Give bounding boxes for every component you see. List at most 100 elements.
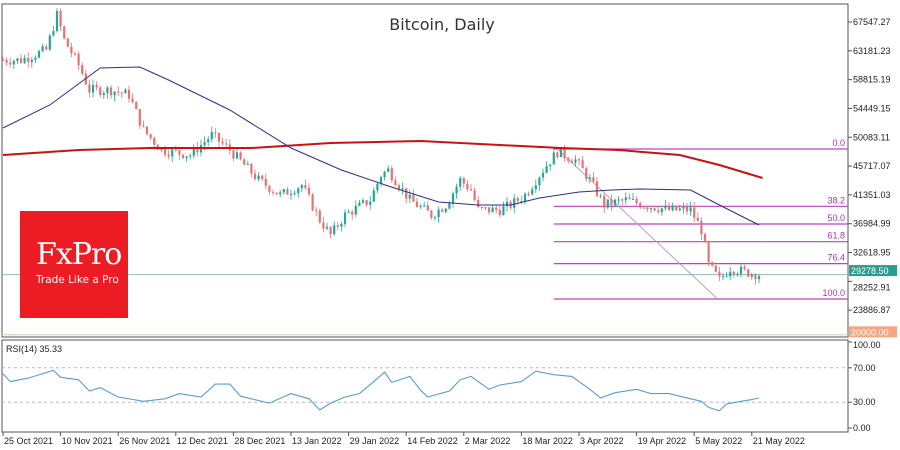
candle-body <box>257 175 260 180</box>
x-tick-label: 14 Feb 2022 <box>407 436 458 446</box>
fxpro-logo: FxPro Trade Like a Pro <box>20 211 128 318</box>
candle-body <box>639 203 642 208</box>
y-tick-label: 50083.11 <box>853 132 890 142</box>
candle-body <box>502 206 505 216</box>
candle-body <box>581 160 584 169</box>
candle-body <box>351 211 354 215</box>
candle-body <box>210 131 213 140</box>
candle-body <box>185 156 188 159</box>
x-tick-label: 12 Dec 2021 <box>177 436 228 446</box>
candle-body <box>678 208 681 211</box>
candle-body <box>462 178 465 184</box>
x-tick-label: 2 Mar 2022 <box>465 436 511 446</box>
fib-level-label: 61.8 <box>827 231 845 241</box>
candle-body <box>135 102 138 110</box>
candle-body <box>59 10 62 27</box>
candle-body <box>369 201 372 205</box>
candle-body <box>653 208 656 211</box>
fib-level-label: 50.0 <box>827 213 845 223</box>
candle-body <box>221 141 224 144</box>
slow-moving-average-line <box>2 139 763 179</box>
candle-body <box>466 183 469 190</box>
candle-body <box>81 65 84 74</box>
candle-body <box>145 126 149 135</box>
candle-body <box>5 60 8 63</box>
candle-body <box>667 205 671 210</box>
candle-body <box>559 148 563 158</box>
candle-body <box>610 199 613 206</box>
candle-body <box>523 194 527 201</box>
fib-level-label: 100.0 <box>822 288 845 298</box>
candle-body <box>437 209 440 218</box>
candle-body <box>495 207 498 211</box>
candle-body <box>455 186 458 194</box>
rsi-y-tick-label: 0.00 <box>853 423 871 433</box>
candle-body <box>127 89 131 99</box>
x-tick-label: 21 May 2022 <box>753 436 805 446</box>
candle-body <box>99 87 102 96</box>
candle-body <box>433 217 437 219</box>
candle-body <box>718 271 721 277</box>
candle-body <box>95 85 98 88</box>
candle-body <box>757 276 761 280</box>
candle-body <box>577 159 581 161</box>
candle-body <box>63 26 66 39</box>
candle-body <box>703 234 707 243</box>
fib-level-label: 0.0 <box>832 138 845 148</box>
candle-body <box>613 199 617 206</box>
fib-trend-line <box>557 148 718 300</box>
candle-body <box>315 210 318 212</box>
candle-body <box>45 46 48 50</box>
candle-body <box>700 221 703 235</box>
candle-body <box>246 163 249 165</box>
candle-body <box>329 226 332 235</box>
candle-body <box>563 148 566 159</box>
candle-body <box>16 58 19 61</box>
y-tick-label: 63181.23 <box>853 46 891 56</box>
candle-body <box>106 87 109 94</box>
candle-body <box>232 150 235 159</box>
candle-body <box>527 194 530 196</box>
candle-body <box>624 197 627 201</box>
candle-body <box>73 53 77 55</box>
candle-body <box>225 143 228 145</box>
candle-body <box>138 109 141 126</box>
candle-body <box>750 274 753 277</box>
candle-body <box>30 59 33 62</box>
candle-body <box>203 142 206 145</box>
candle-body <box>70 46 73 54</box>
candle-body <box>487 207 491 213</box>
candle-body <box>149 134 152 139</box>
candle-body <box>721 276 725 278</box>
candle-body <box>401 188 404 190</box>
candle-body <box>754 274 757 280</box>
candle-body <box>498 210 501 216</box>
candle-body <box>426 205 429 211</box>
candle-body <box>279 192 282 195</box>
candle-body <box>41 46 44 52</box>
candle-body <box>621 199 624 201</box>
y-tick-label: 67547.27 <box>853 17 891 27</box>
candle-body <box>214 131 217 133</box>
candle-body <box>430 210 433 218</box>
candle-body <box>250 163 253 174</box>
candle-body <box>552 152 555 165</box>
candle-body <box>408 194 411 199</box>
candle-body <box>307 187 311 195</box>
candle-body <box>599 195 602 197</box>
candle-body <box>243 159 246 165</box>
candle-body <box>48 35 51 50</box>
candle-body <box>592 177 595 182</box>
candle-body <box>376 183 379 191</box>
candle-body <box>217 132 221 142</box>
candle-body <box>171 149 174 157</box>
x-tick-label: 29 Jan 2022 <box>350 436 400 446</box>
x-tick-label: 25 Oct 2021 <box>4 436 53 446</box>
x-tick-label: 13 Jan 2022 <box>292 436 342 446</box>
candle-body <box>538 177 541 186</box>
candle-body <box>153 138 156 145</box>
rsi-y-tick-label: 100.00 <box>853 340 881 350</box>
candle-body <box>102 93 105 96</box>
candle-body <box>160 148 163 150</box>
